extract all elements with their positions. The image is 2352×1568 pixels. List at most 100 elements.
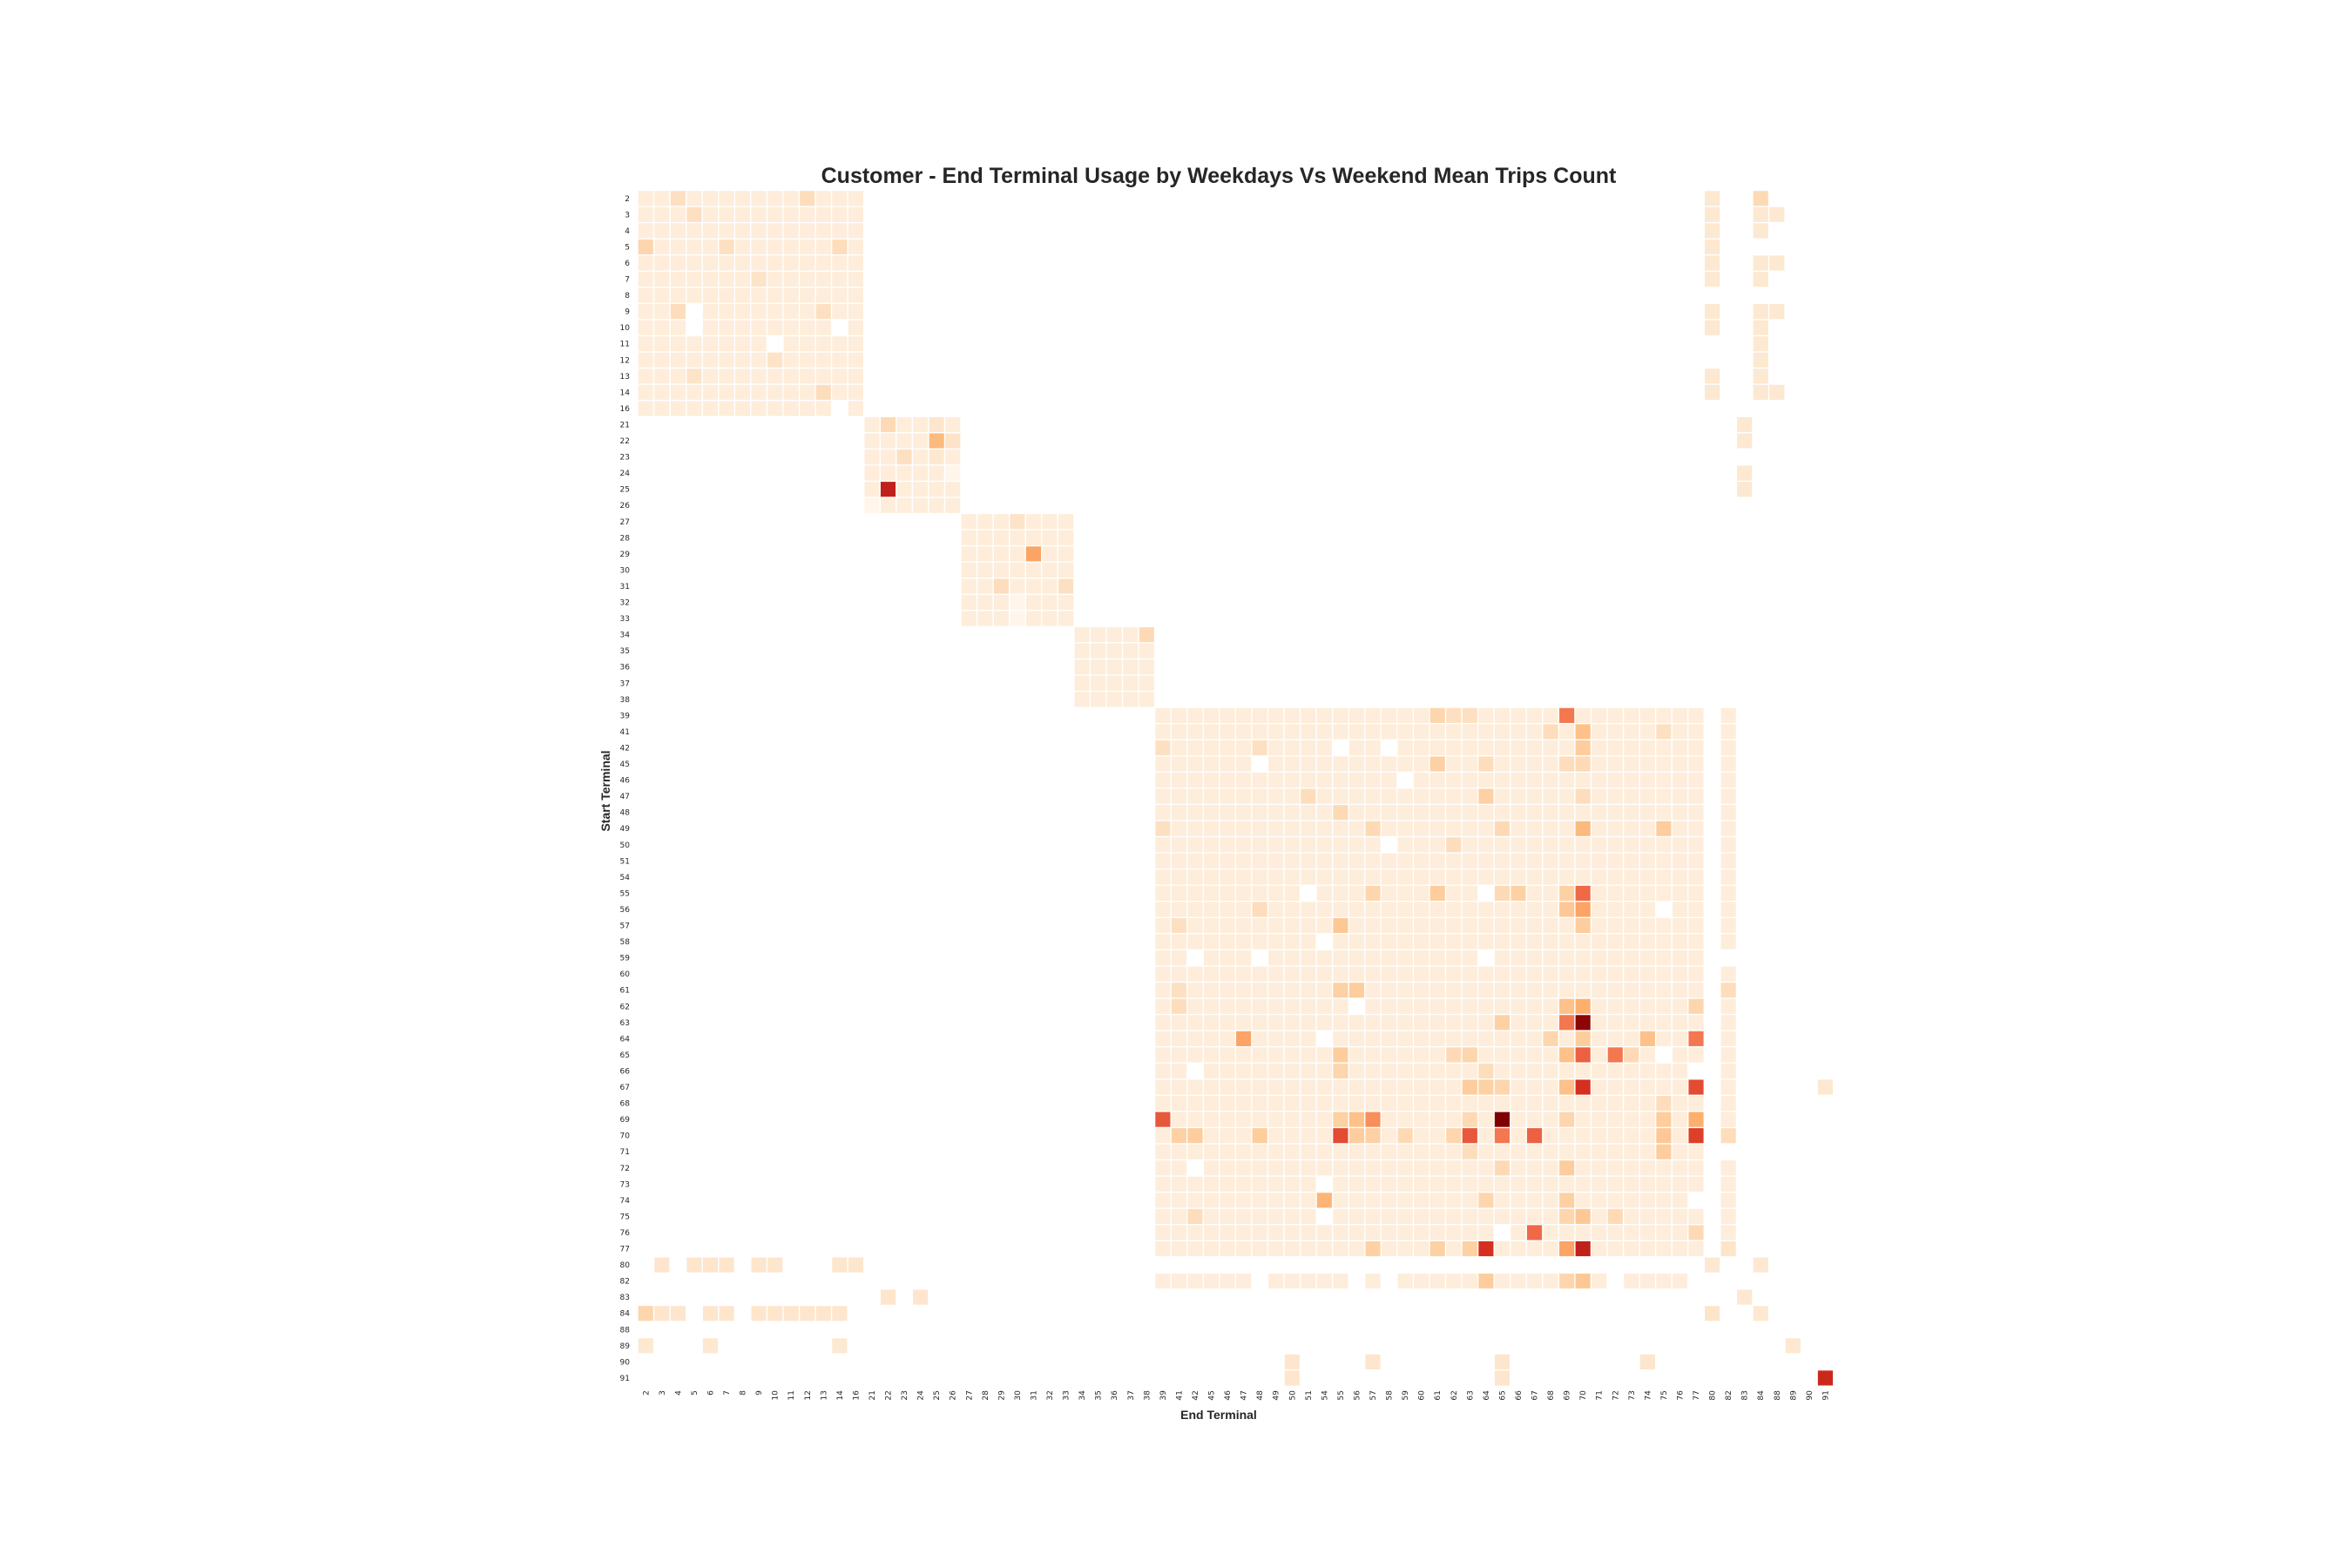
heatmap-cell [1414,1208,1429,1224]
heatmap-cell [1607,950,1623,966]
heatmap-cell [1316,724,1332,740]
heatmap-cell [1187,821,1203,836]
heatmap-cell [686,384,702,400]
heatmap-cell [1494,902,1510,917]
heatmap-cell [1220,885,1235,901]
heatmap-cell [1171,1096,1186,1112]
x-tick-label: 71 [1596,1390,1605,1400]
heatmap-cell [1348,950,1365,966]
heatmap-cell [1462,707,1477,723]
heatmap-cell [1494,773,1510,788]
heatmap-cell [1236,1160,1252,1176]
heatmap-cell [1316,1096,1332,1112]
heatmap-cell [1559,707,1575,723]
heatmap-cell [1333,1208,1348,1224]
heatmap-cell [1414,821,1429,836]
heatmap-cell [783,384,799,400]
heatmap-cell [1688,1144,1704,1159]
heatmap-cell [1220,1274,1235,1289]
heatmap-cell [1624,1274,1639,1289]
heatmap-cell [1705,206,1720,222]
heatmap-cell [719,384,734,400]
heatmap-cell [1203,869,1220,885]
heatmap-cell [1284,1079,1300,1095]
heatmap-cell [1494,1160,1510,1176]
heatmap-cell [1348,983,1365,998]
heatmap-cell [1268,756,1284,772]
heatmap-cell [1446,1144,1462,1159]
heatmap-cell [1236,773,1252,788]
heatmap-cell [1607,1112,1623,1127]
heatmap-cell [1720,1096,1736,1112]
heatmap-cell [1559,740,1575,756]
heatmap-cell [1429,1176,1445,1192]
heatmap-cell [1365,1015,1381,1031]
heatmap-cell [1236,724,1252,740]
heatmap-cell [1462,917,1477,934]
heatmap-cell [1688,1079,1704,1095]
heatmap-cell [1155,1079,1171,1095]
heatmap-cell [1720,773,1736,788]
x-tick-label: 6 [706,1390,715,1396]
heatmap-cell [1543,853,1558,868]
heatmap-cell [1155,1015,1171,1031]
heatmap-cell [1382,917,1397,934]
heatmap-cell [1333,885,1348,901]
heatmap-cell [1074,643,1090,659]
heatmap-cell [1575,902,1591,917]
heatmap-cell [686,239,702,254]
heatmap-cell [1333,869,1348,885]
heatmap-cell [1462,788,1477,804]
heatmap-cell [719,223,734,239]
heatmap-cell [1478,1274,1494,1289]
heatmap-cell [1624,821,1639,836]
heatmap-cell [1624,983,1639,998]
heatmap-cell [1220,1144,1235,1159]
heatmap-cell [1688,966,1704,982]
heatmap-cell [1301,740,1316,756]
heatmap-cell [1639,756,1655,772]
heatmap-cell [1236,788,1252,804]
heatmap-cell [832,304,848,320]
heatmap-cell [1365,983,1381,998]
heatmap-cell [1688,821,1704,836]
heatmap-cell [1526,885,1543,901]
heatmap-cell [1672,707,1688,723]
heatmap-cell [1817,1370,1833,1386]
heatmap-cell [1446,1176,1462,1192]
heatmap-cell [848,255,863,271]
heatmap-cell [1171,1208,1186,1224]
heatmap-cell [1624,950,1639,966]
heatmap-cell [1478,934,1494,950]
heatmap-cell [1333,1128,1348,1144]
y-tick-label: 68 [620,1100,631,1109]
heatmap-cell [1494,1128,1510,1144]
heatmap-cell [1656,707,1672,723]
x-tick-label: 59 [1402,1390,1410,1401]
heatmap-cell [1511,1160,1526,1176]
heatmap-cell [1575,966,1591,982]
heatmap-cell [1333,773,1348,788]
heatmap-cell [1203,707,1220,723]
heatmap-cell [735,239,751,254]
heatmap-cell [1705,271,1720,287]
heatmap-cell [1607,1193,1623,1208]
heatmap-cell [1301,821,1316,836]
heatmap-cell [1058,514,1074,530]
heatmap-cell [1639,1160,1655,1176]
heatmap-cell [1639,1144,1655,1159]
heatmap-cell [1397,998,1413,1014]
heatmap-cell [1365,853,1381,868]
heatmap-cell [1252,788,1267,804]
heatmap-cell [1382,805,1397,821]
heatmap-cell [848,336,863,352]
heatmap-cell [1187,917,1203,934]
heatmap-cell [1365,998,1381,1014]
heatmap-cell [1543,707,1558,723]
heatmap-cell [767,223,783,239]
heatmap-cell [751,1306,767,1321]
heatmap-cell [1753,368,1768,384]
heatmap-cell [1526,1176,1543,1192]
heatmap-cell [1155,740,1171,756]
heatmap-cell [1333,983,1348,998]
